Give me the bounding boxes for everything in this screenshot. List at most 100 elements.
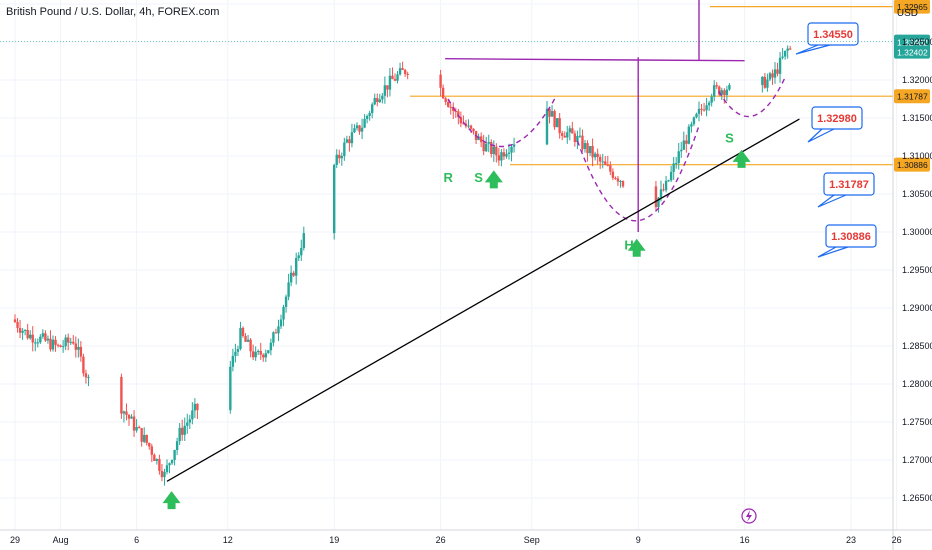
- candle-body: [675, 163, 678, 165]
- level-callout: 1.30886: [817, 224, 877, 258]
- candle-body: [558, 118, 561, 134]
- price-axis[interactable]: 1.26500 1.27000 1.27500 1.28000 1.28500 1.290…: [892, 0, 932, 550]
- candle-body: [355, 125, 359, 129]
- candle-body: [388, 75, 392, 90]
- candle-body: [510, 146, 513, 153]
- candle-body: [715, 85, 718, 87]
- time-tick-label: 9: [636, 535, 641, 545]
- candle-body: [449, 106, 452, 108]
- candle-body: [257, 350, 260, 352]
- candle-body: [406, 73, 409, 75]
- level-price-badge: [894, 0, 930, 14]
- candle-body: [373, 98, 376, 105]
- candle-body: [664, 180, 668, 191]
- candle-body: [583, 143, 587, 150]
- candle-body: [761, 76, 764, 86]
- candle-body: [778, 57, 782, 74]
- time-tick-label: Sep: [524, 535, 540, 545]
- candle-body: [763, 76, 767, 88]
- candle-body: [667, 180, 670, 182]
- candle-body: [18, 327, 22, 333]
- candle-body: [606, 164, 609, 166]
- candle-body: [300, 248, 303, 256]
- candle-body: [720, 90, 723, 95]
- candle-body: [350, 132, 354, 144]
- candle-body: [447, 101, 450, 107]
- candle-body: [36, 342, 39, 344]
- candle-body: [333, 164, 336, 234]
- candle-body: [122, 411, 126, 414]
- candle-body: [274, 332, 278, 334]
- callout-label: 1.30886: [831, 231, 871, 243]
- time-tick-label: 16: [740, 535, 750, 545]
- candle-body: [196, 403, 199, 411]
- candle-body: [616, 178, 620, 182]
- candle-body: [72, 341, 75, 344]
- price-tick-label: 1.30500: [902, 189, 932, 199]
- candle-body: [669, 171, 673, 181]
- candle-body: [241, 327, 245, 336]
- level-lines: 1.345501.345501.329651.329801.317871.317…: [0, 0, 930, 258]
- time-tick-label: Aug: [53, 535, 69, 545]
- candle-body: [13, 319, 17, 323]
- candle-body: [487, 142, 490, 144]
- candle-body: [74, 343, 77, 350]
- candle-body: [563, 135, 566, 138]
- candle-body: [168, 463, 171, 466]
- candle-body: [505, 154, 508, 157]
- candle-body: [46, 338, 50, 341]
- candle-body: [545, 108, 549, 145]
- pattern-letter: R: [444, 170, 454, 185]
- candle-body: [64, 337, 67, 347]
- candle-body: [229, 366, 232, 411]
- up-arrow-icon: [484, 170, 503, 189]
- chart-grid: [0, 0, 898, 530]
- candle-body: [29, 334, 32, 339]
- current-price-sublabel: 1.32402: [897, 48, 928, 58]
- time-axis[interactable]: 29 Aug 6 12 19 26 Sep 9 16 23 26: [0, 508, 932, 545]
- candle-body: [178, 427, 181, 442]
- candle-body: [507, 152, 511, 155]
- lightning-icon-ring: [741, 508, 757, 524]
- lightning-icon-bolt: [746, 510, 752, 522]
- neckline: [445, 58, 745, 62]
- time-tick-label: 12: [223, 535, 233, 545]
- candle-body: [340, 156, 343, 159]
- candle-body: [619, 180, 622, 182]
- candle-body: [469, 125, 473, 129]
- candle-body: [718, 86, 721, 95]
- candle-body: [386, 85, 389, 90]
- price-tick-label: 1.29000: [902, 303, 932, 313]
- candle-body: [786, 48, 789, 51]
- callout-box: [807, 22, 859, 46]
- candle-body: [383, 85, 387, 96]
- candle-body: [77, 346, 80, 350]
- candle-body: [234, 351, 237, 356]
- candle-body: [251, 351, 255, 358]
- currency-label[interactable]: USD: [896, 8, 918, 19]
- candle-body: [601, 161, 604, 163]
- candle-body: [264, 353, 267, 358]
- candle-body: [441, 87, 445, 99]
- candle-body: [396, 74, 399, 81]
- candle-body: [82, 356, 85, 374]
- candle-body: [44, 333, 47, 341]
- candle-body: [571, 128, 574, 134]
- lightning-icon[interactable]: [741, 508, 757, 524]
- candle-body: [657, 197, 660, 208]
- candle-body: [725, 89, 729, 96]
- candle-body: [231, 355, 235, 367]
- symbol-title[interactable]: British Pound / U.S. Dollar, 4h, FOREX.c…: [6, 6, 220, 18]
- candle-body: [781, 56, 784, 58]
- candle-body: [284, 296, 288, 307]
- candle-body: [348, 139, 351, 144]
- candle-body: [700, 108, 703, 110]
- candle-body: [685, 140, 688, 144]
- candle-body: [26, 329, 29, 339]
- candle-body: [31, 334, 34, 343]
- candle-body: [561, 133, 564, 136]
- price-tick-label: 1.32000: [902, 75, 932, 85]
- pattern-letter: S: [474, 170, 483, 185]
- candle-body: [49, 338, 52, 350]
